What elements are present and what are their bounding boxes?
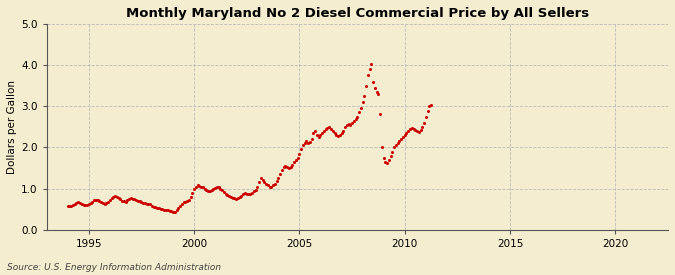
Text: Source: U.S. Energy Information Administration: Source: U.S. Energy Information Administ… [7,263,221,272]
Title: Monthly Maryland No 2 Diesel Commercial Price by All Sellers: Monthly Maryland No 2 Diesel Commercial … [126,7,589,20]
Y-axis label: Dollars per Gallon: Dollars per Gallon [7,80,17,174]
